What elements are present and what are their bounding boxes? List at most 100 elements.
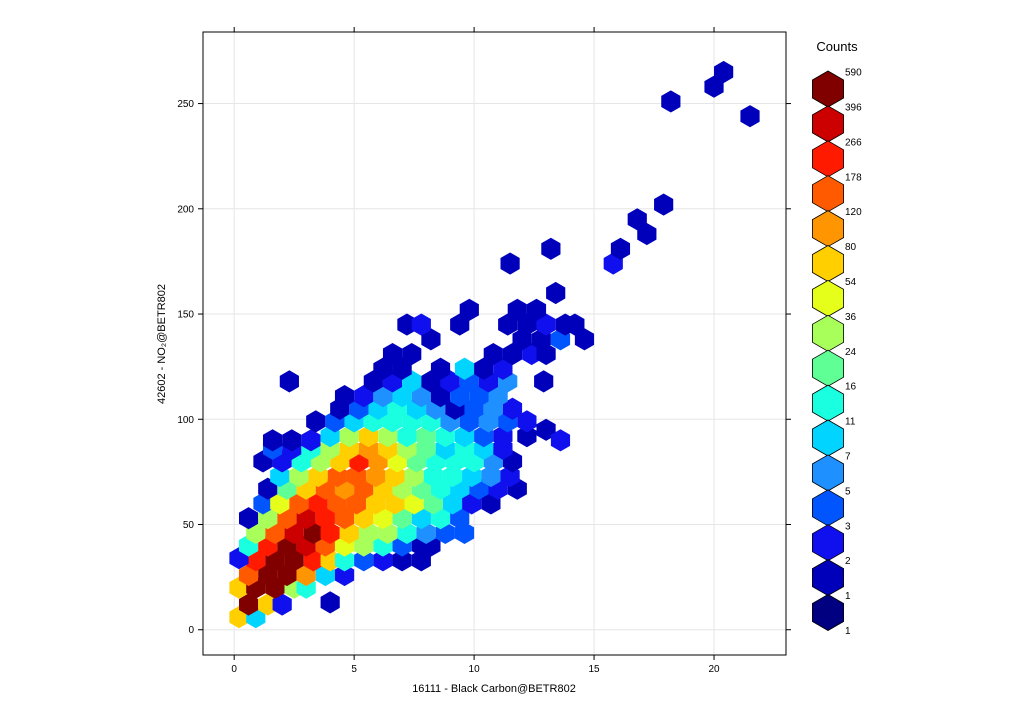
hex-cell — [258, 593, 278, 616]
hex-cell — [546, 281, 566, 305]
legend-label: 1 — [845, 626, 851, 637]
hex-cell — [301, 429, 321, 452]
legend-label: 3 — [845, 521, 851, 532]
hex-cell — [459, 298, 479, 321]
hex-cell — [522, 342, 542, 366]
x-tick-label: 15 — [589, 664, 601, 675]
hex-cell — [574, 328, 595, 351]
legend-title: Counts — [816, 39, 858, 54]
hex-cell — [517, 313, 537, 336]
y-tick-label: 250 — [177, 99, 194, 110]
hex-cell — [373, 549, 393, 572]
legend-swatch — [812, 105, 844, 143]
hex-cell — [502, 342, 523, 366]
hex-cell — [488, 385, 508, 408]
hex-cell — [661, 90, 681, 113]
hex-cell — [397, 313, 417, 336]
hex-cell — [704, 75, 724, 98]
x-tick-label: 5 — [351, 664, 357, 675]
y-tick-label: 100 — [177, 415, 194, 426]
x-tick-label: 20 — [708, 664, 720, 675]
hex-cell — [411, 313, 431, 336]
hex-cell — [498, 313, 518, 336]
hex-cell — [402, 342, 422, 366]
hex-cell — [450, 385, 470, 408]
hex-cell — [507, 298, 527, 321]
legend-label: 7 — [845, 451, 851, 462]
hex-cell — [282, 429, 302, 452]
hex-cell — [454, 357, 475, 380]
y-tick-label: 150 — [177, 310, 194, 321]
hex-cell — [714, 60, 734, 84]
legend-swatch — [812, 245, 844, 282]
hex-cell — [526, 298, 547, 321]
plot-frame — [202, 31, 787, 656]
hex-cell — [238, 507, 259, 530]
hex-cell — [354, 385, 374, 408]
legend-swatch — [812, 140, 844, 178]
hex-cell — [392, 549, 412, 572]
legend-label: 266 — [845, 137, 862, 148]
hexbin-cells — [229, 60, 760, 629]
legend-swatch — [812, 419, 844, 457]
hex-cell — [637, 222, 657, 246]
x-tick-label: 10 — [469, 664, 481, 675]
hex-cell — [534, 370, 554, 393]
hex-cell — [627, 208, 647, 231]
hex-cell — [382, 342, 403, 366]
legend-label: 590 — [845, 68, 862, 79]
legend-label: 16 — [845, 382, 857, 393]
hex-cell — [430, 385, 451, 408]
hex-cell — [536, 313, 556, 336]
hex-cell — [740, 105, 760, 128]
legend-label: 396 — [845, 102, 862, 113]
hex-cell — [541, 237, 561, 260]
legend-swatch — [812, 70, 844, 108]
hex-cell — [373, 357, 393, 380]
hex-cell — [517, 425, 537, 448]
legend-label: 120 — [845, 207, 862, 218]
legend-swatch — [812, 314, 844, 352]
hex-cell — [483, 342, 503, 366]
legend-swatch — [812, 384, 844, 422]
hex-cell — [238, 593, 259, 616]
legend-label: 178 — [845, 172, 862, 183]
hex-cell — [493, 357, 513, 380]
legend-label: 80 — [845, 242, 857, 253]
legend-swatch — [812, 489, 844, 527]
hex-cell — [272, 593, 292, 616]
hex-cell — [469, 385, 489, 408]
hex-cell — [334, 563, 355, 587]
legend-swatch — [812, 594, 844, 631]
legend-label: 24 — [845, 347, 857, 358]
hex-cell — [320, 591, 340, 614]
hex-cell — [334, 549, 355, 572]
legend-label: 5 — [845, 486, 851, 497]
y-tick-label: 0 — [188, 625, 194, 636]
legend-label: 36 — [845, 312, 857, 323]
hex-cell — [411, 385, 431, 408]
y-axis-title: 42602 - NO₂@BETR802 — [156, 284, 168, 404]
legend-swatch — [812, 559, 844, 597]
hex-cell — [421, 328, 441, 351]
legend-swatch — [812, 349, 844, 387]
hex-cell — [262, 429, 283, 452]
hex-cell — [500, 252, 520, 275]
hex-cell — [654, 193, 674, 216]
hex-cell — [610, 237, 631, 260]
hex-cell — [550, 429, 571, 452]
x-axis-title: 16111 - Black Carbon@BETR802 — [412, 683, 576, 695]
hex-cell — [502, 397, 523, 420]
hex-cell — [279, 370, 299, 393]
hex-cell — [517, 410, 537, 433]
hex-cell — [334, 385, 355, 408]
legend-swatch — [812, 454, 844, 492]
hex-cell — [258, 477, 278, 500]
y-tick-label: 50 — [183, 520, 195, 531]
legend-swatch — [812, 175, 844, 213]
hex-cell — [392, 357, 412, 380]
hex-cell — [565, 313, 585, 336]
legend-swatch — [812, 210, 844, 248]
